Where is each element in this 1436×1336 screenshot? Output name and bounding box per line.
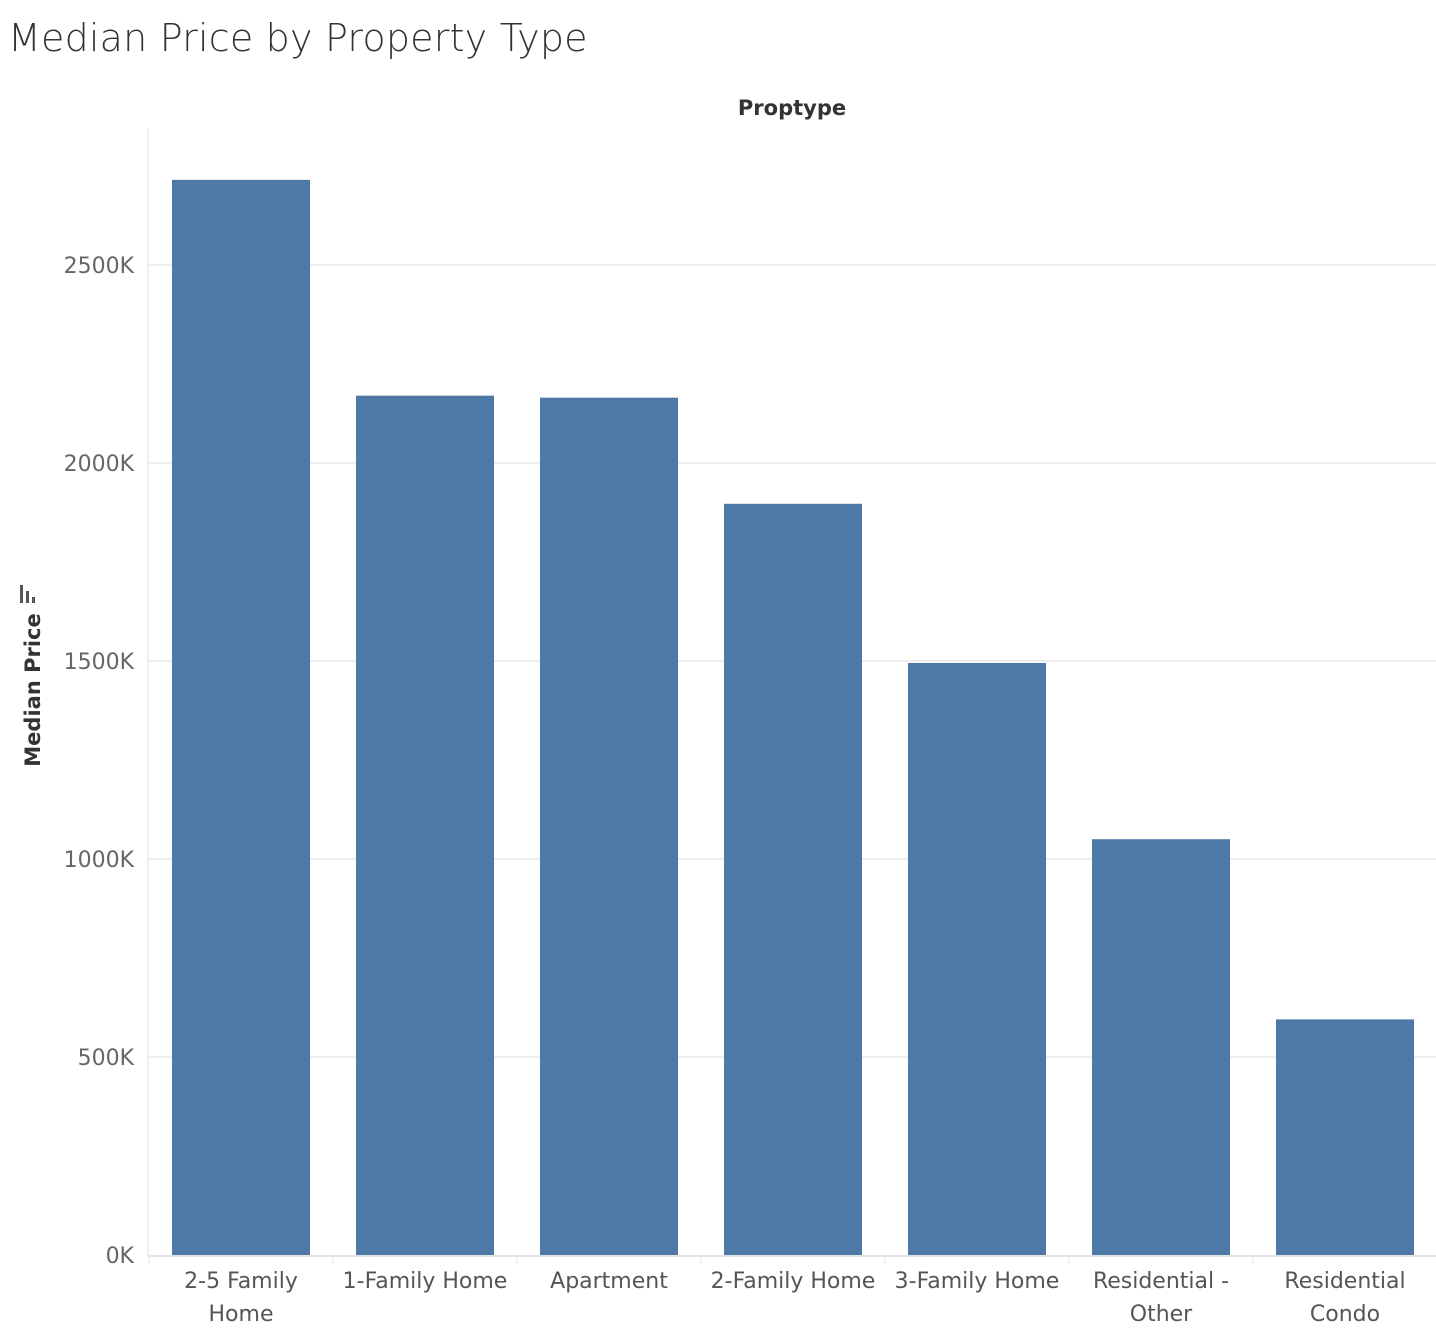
x-tick-label: 2-5 Family Home — [184, 1269, 298, 1327]
x-tick-label: Residential Condo — [1284, 1269, 1405, 1327]
x-tick-label: 3-Family Home — [895, 1269, 1060, 1294]
x-category-labels: 2-5 Family Home 1-Family Home Apartment 2-Fa… — [184, 1269, 1405, 1327]
bar[interactable] — [1276, 1019, 1414, 1255]
bar[interactable] — [1092, 839, 1230, 1255]
bars — [172, 179, 1414, 1256]
x-tick-label: 2-Family Home — [711, 1269, 876, 1294]
y-tick-label: 0K — [106, 1244, 135, 1269]
axes — [147, 128, 1436, 1264]
bar[interactable] — [908, 662, 1046, 1255]
y-tick-label: 1000K — [64, 848, 135, 873]
chart-title: Median Price by Property Type — [8, 16, 588, 60]
x-tick-label: Residential -Other — [1093, 1269, 1229, 1327]
x-axis-title: Proptype — [738, 96, 846, 120]
y-tick-labels: 0K 500K 1000K 1500K 2000K 2500K — [64, 254, 135, 1269]
x-tick-label: 1-Family Home — [343, 1269, 508, 1294]
bar[interactable] — [540, 397, 678, 1255]
y-tick-label: 1500K — [64, 650, 135, 675]
x-tick-label: Apartment — [550, 1269, 668, 1294]
bar[interactable] — [724, 503, 862, 1256]
y-axis-title-group: Median Price — [21, 613, 45, 766]
y-tick-label: 2500K — [64, 254, 135, 279]
bar[interactable] — [172, 179, 310, 1256]
y-axis-title: Median Price — [21, 613, 45, 766]
y-tick-label: 500K — [78, 1046, 135, 1071]
bar[interactable] — [356, 395, 494, 1255]
y-tick-label: 2000K — [64, 452, 135, 477]
sort-descending-icon[interactable] — [20, 585, 35, 603]
